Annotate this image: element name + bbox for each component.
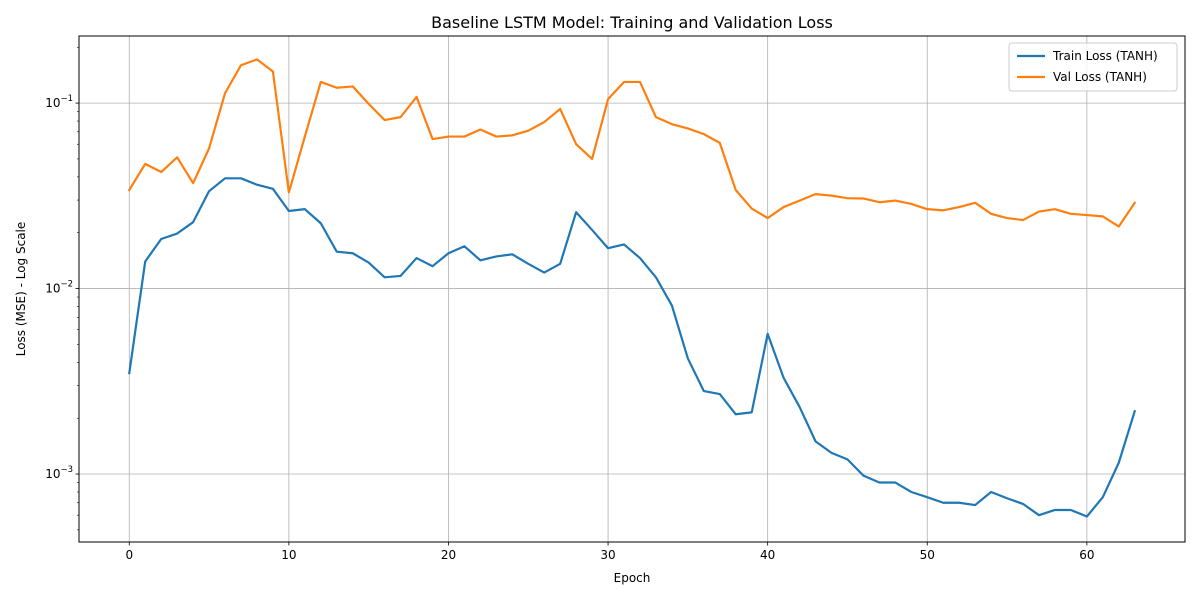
x-tick-label: 30 bbox=[600, 548, 615, 562]
y-tick-label: 10−1 bbox=[45, 94, 73, 110]
x-tick-label: 20 bbox=[441, 548, 456, 562]
legend-label: Val Loss (TANH) bbox=[1053, 70, 1147, 84]
series-layer bbox=[127, 58, 1137, 518]
y-tick-label: 10−2 bbox=[45, 280, 73, 296]
y-axis-label: Loss (MSE) - Log Scale bbox=[14, 222, 28, 357]
series-line-val-loss bbox=[127, 58, 1137, 228]
tick-layer: 0 10 20 30 40 50 60 10−3 10−2 10−1 bbox=[45, 94, 1094, 562]
legend-box bbox=[1008, 42, 1178, 92]
chart-title: Baseline LSTM Model: Training and Valida… bbox=[431, 13, 833, 32]
legend: Train Loss (TANH) Val Loss (TANH) bbox=[1008, 42, 1178, 92]
x-tick-label: 50 bbox=[920, 548, 935, 562]
grid-layer bbox=[79, 36, 1185, 542]
series-line-train-loss bbox=[128, 177, 1137, 518]
legend-label: Train Loss (TANH) bbox=[1052, 49, 1158, 63]
x-tick-label: 10 bbox=[281, 548, 296, 562]
x-tick-label: 0 bbox=[125, 548, 133, 562]
y-tick-label: 10−3 bbox=[45, 465, 73, 481]
x-axis-label: Epoch bbox=[614, 571, 651, 585]
plot-area-frame bbox=[78, 35, 1186, 543]
x-tick-label: 60 bbox=[1079, 548, 1094, 562]
x-tick-label: 40 bbox=[760, 548, 775, 562]
